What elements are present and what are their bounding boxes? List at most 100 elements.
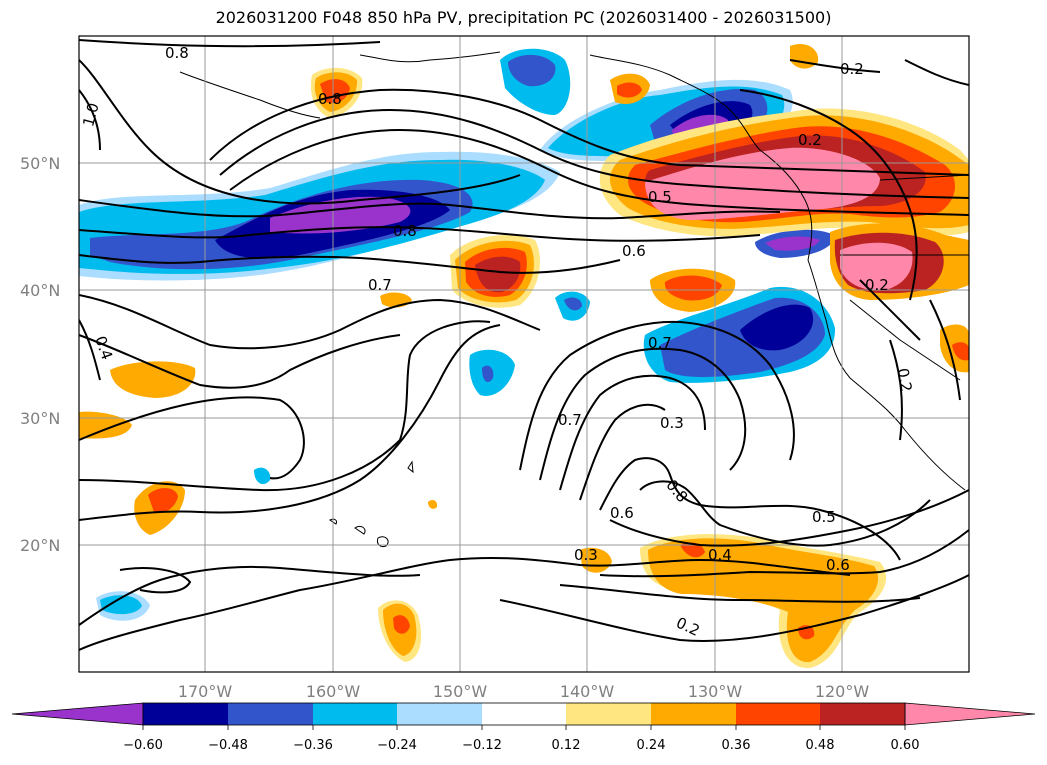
contour-label: 0.3 — [574, 546, 598, 564]
colorbar-extend-low — [11, 702, 144, 726]
alaska-coast — [589, 54, 761, 151]
colorbar-tick-label: 0.24 — [637, 738, 666, 753]
neg-small-3-core — [100, 595, 142, 615]
contour-line — [559, 374, 706, 491]
contour-line — [79, 89, 101, 151]
neg-north-blob-core — [508, 54, 556, 87]
pos-sw-blob-red — [148, 487, 178, 514]
state-border-2 — [849, 299, 961, 381]
neg-small-2-core — [564, 297, 582, 311]
contour-line — [79, 565, 421, 626]
lat-label: 30°N — [20, 409, 60, 428]
contour-line — [79, 199, 781, 220]
contour-label: 0.8 — [165, 44, 189, 62]
contour-line — [859, 279, 921, 341]
contour-label: 0.4 — [708, 546, 732, 564]
contour-label: 0.6 — [610, 504, 634, 522]
pv-contours — [79, 39, 969, 651]
contour-label: 0.2 — [840, 60, 864, 78]
lon-label: 150°W — [433, 682, 488, 701]
lat-label: 40°N — [20, 281, 60, 300]
contour-line — [889, 339, 903, 441]
map-frame — [78, 35, 970, 673]
colorbar-tick-label: −0.24 — [377, 738, 417, 753]
contour-line — [499, 574, 969, 642]
contour-label: 0.5 — [648, 188, 672, 206]
pos-south-red — [680, 542, 705, 558]
colorbar-segment — [482, 703, 566, 725]
contour-line — [79, 39, 381, 48]
colorbar-segment — [736, 703, 820, 725]
hawaii-3 — [377, 536, 389, 547]
colorbar-tick-label: −0.12 — [462, 738, 502, 753]
pos-small-b — [580, 547, 612, 573]
contour-label: 0.7 — [368, 276, 392, 294]
contour-line — [789, 59, 881, 73]
pos-small-c — [428, 499, 438, 509]
contour-line — [79, 396, 305, 480]
map-title: 2026031200 F048 850 hPa PV, precipitatio… — [215, 8, 832, 27]
colorbar-tick-label: −0.48 — [208, 738, 248, 753]
contour-line — [79, 319, 101, 381]
contour-line — [79, 334, 401, 389]
colorbar-segment — [397, 703, 482, 725]
pos-w-blob2 — [110, 361, 196, 398]
contour-label: 0.6 — [622, 242, 646, 260]
contour-line — [739, 89, 918, 301]
pos-mid-darkred — [475, 256, 521, 293]
aleutians — [179, 71, 321, 119]
colorbar-extend-high — [904, 702, 1036, 726]
colorbar-tick-label: 0.12 — [552, 738, 581, 753]
hawaii-1 — [329, 518, 337, 525]
colorbar-segment — [143, 703, 228, 725]
contour-line — [79, 320, 491, 492]
colorbar-segment — [313, 703, 397, 725]
contour-label: 0.5 — [812, 508, 836, 526]
hawaii-2 — [354, 525, 366, 535]
pos-hawaii-s-red — [393, 615, 410, 634]
contour-line — [79, 556, 851, 651]
pos-ca-off-core — [664, 275, 722, 301]
contour-label: 0.8 — [393, 222, 417, 240]
colorbar-tick-label: 0.48 — [806, 738, 835, 753]
lon-label: 160°W — [306, 682, 361, 701]
contour-line — [904, 59, 969, 86]
pos-east-a-red — [952, 342, 969, 361]
neg-oregon-core — [765, 236, 820, 251]
colorbar-tick-label: 0.60 — [891, 738, 920, 753]
colorbar-segment — [566, 703, 651, 725]
contour-line — [79, 294, 541, 350]
neg-small-4 — [254, 467, 271, 485]
contour-label: 0.2 — [798, 131, 822, 149]
contour-line — [519, 320, 795, 471]
contour-labels: 0.8 0.8 1.0 0.2 0.2 0.5 0.8 0.6 0.7 0.2 … — [79, 44, 915, 640]
contour-line — [579, 403, 666, 501]
contour-label: 0.3 — [660, 414, 684, 432]
lon-label: 120°W — [815, 682, 870, 701]
colorbar-tick-label: −0.60 — [123, 738, 163, 753]
colorbar-tick-label: −0.36 — [293, 738, 333, 753]
lat-label: 20°N — [20, 536, 60, 555]
neg-wcoast-dark — [740, 304, 814, 351]
us-west-coast — [807, 259, 966, 491]
contour-label: 0.2 — [865, 276, 889, 294]
contour-label: 0.7 — [648, 334, 672, 352]
contour-line — [609, 489, 969, 547]
map-plot-area: 0.8 0.8 1.0 0.2 0.2 0.5 0.8 0.6 0.7 0.2 … — [79, 36, 969, 672]
island-mid — [407, 460, 414, 474]
pos-northcoast-core — [617, 82, 642, 98]
colorbar-tick-label: 0.36 — [722, 738, 751, 753]
contour-line — [599, 457, 901, 561]
contour-label: 0.8 — [318, 90, 342, 108]
contour-line — [539, 347, 747, 481]
contour-line — [79, 59, 521, 205]
lon-label: 130°W — [688, 682, 743, 701]
lat-label: 50°N — [20, 154, 60, 173]
contour-label: 0.7 — [558, 411, 582, 429]
contour-line — [219, 108, 969, 199]
contour-line — [79, 254, 621, 274]
colorbar-ticks — [142, 725, 906, 730]
lon-label: 140°W — [560, 682, 615, 701]
contour-label: 1.0 — [79, 101, 103, 129]
